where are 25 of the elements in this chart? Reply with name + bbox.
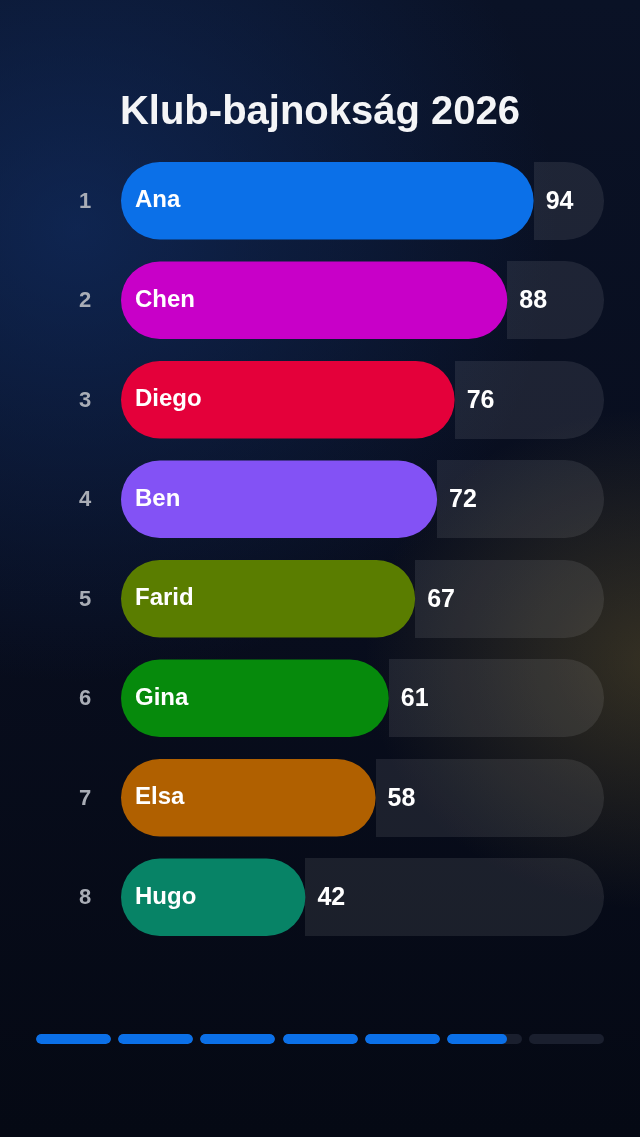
y-tick-label: Chen <box>135 284 195 312</box>
data-label: 88 <box>519 285 548 314</box>
y-tick-label: Farid <box>135 583 194 611</box>
data-label: 94 <box>545 185 574 214</box>
data-label: 67 <box>427 583 455 612</box>
data-label: 61 <box>400 683 429 712</box>
data-label: 76 <box>466 384 495 413</box>
y-tick-label: Hugo <box>135 881 197 909</box>
text: 5 <box>78 585 92 611</box>
text: 7 <box>78 784 92 810</box>
y-tick-label: Elsa <box>135 782 186 810</box>
data-label: 72 <box>449 484 477 513</box>
text: 4 <box>78 486 92 512</box>
y-tick-label: Ana <box>135 185 181 213</box>
text: 1 <box>78 187 92 213</box>
y-tick-label: Ben <box>135 483 181 511</box>
y-tick-label: Diego <box>135 384 202 412</box>
data-label: 58 <box>387 782 416 811</box>
text: 8 <box>78 884 92 910</box>
text: 6 <box>78 685 92 711</box>
text: 3 <box>78 386 92 412</box>
data-label: 42 <box>317 882 346 911</box>
y-tick-label: Gina <box>135 682 189 710</box>
text: 2 <box>78 287 92 313</box>
chart-title: Klub-bajnokság 2026 <box>118 88 522 132</box>
